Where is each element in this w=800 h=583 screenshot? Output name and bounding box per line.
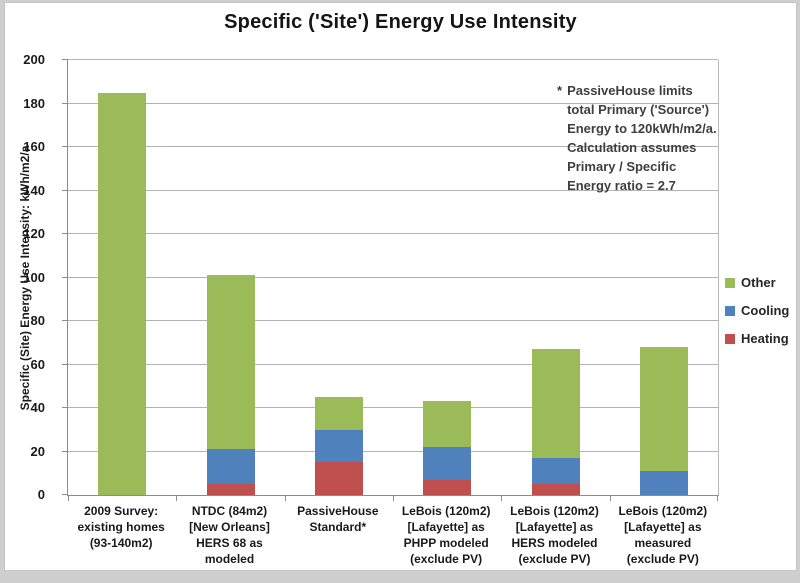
gridline [68, 450, 718, 452]
bar-segment-cooling [206, 449, 255, 485]
x-tick-mark [609, 495, 611, 501]
legend-label: Cooling [741, 303, 790, 318]
chart-canvas: Specific ('Site') Energy Use Intensity S… [4, 2, 797, 571]
bar-segment-cooling [423, 447, 472, 480]
legend-swatch-icon [725, 305, 735, 316]
y-tick-mark [62, 363, 68, 365]
y-tick-mark [62, 233, 68, 234]
y-tick-label: 60 [30, 356, 45, 372]
x-category-label: 2009 Survey: existing homes (93-140m2) [77, 504, 165, 550]
x-tick-mark [501, 495, 503, 501]
x-category-label: LeBois (120m2) [Lafayette] as HERS model… [510, 504, 599, 566]
bar-segment-heating [206, 484, 255, 495]
annotation-text: PassiveHouse limits total Primary ('Sour… [567, 83, 717, 193]
x-category-label: PassiveHouse Standard* [297, 504, 379, 534]
x-tick-mark [176, 495, 178, 501]
y-tick-label: 180 [23, 95, 45, 111]
annotation-bullet: * [557, 83, 563, 98]
legend: Other Cooling Heating [725, 275, 789, 346]
bar-segment-other [98, 92, 147, 495]
legend-label: Other [741, 275, 776, 290]
bar-segment-cooling [531, 458, 580, 485]
stacked-bar [531, 349, 580, 495]
x-tick-mark [68, 495, 69, 501]
bar-segment-heating [314, 462, 363, 495]
y-tick-label: 120 [23, 226, 45, 241]
stacked-bar [206, 275, 255, 495]
stacked-bar [98, 92, 147, 495]
y-tick-mark [62, 494, 68, 495]
y-tick-label: 200 [23, 52, 45, 67]
bar-segment-cooling [639, 471, 688, 495]
y-tick-mark [62, 320, 68, 321]
annotation-note: * PassiveHouse limits total Primary ('So… [557, 81, 735, 195]
gridline [68, 102, 718, 104]
y-tick-label: 80 [30, 313, 45, 328]
x-tick-mark [393, 495, 394, 501]
bar-segment-other [206, 275, 255, 450]
y-tick-label: 140 [23, 182, 45, 198]
stacked-bar [639, 347, 688, 495]
gridline [68, 146, 718, 147]
y-tick-label: 160 [23, 139, 45, 154]
bar-segment-other [423, 401, 472, 448]
legend-label: Heating [741, 331, 789, 346]
chart-title: Specific ('Site') Energy Use Intensity [224, 11, 577, 33]
bar-segment-other [639, 347, 688, 472]
y-tick-label: 20 [30, 443, 45, 459]
stacked-bar [423, 401, 472, 495]
gridline [68, 59, 718, 61]
y-tick-mark [62, 146, 68, 147]
gridline [68, 320, 718, 321]
x-category-label: NTDC (84m2) [New Orleans] HERS 68 as mod… [189, 504, 270, 566]
y-tick-label: 0 [37, 487, 45, 502]
gridline [68, 233, 718, 234]
legend-item-other: Other [725, 275, 789, 290]
bar-segment-other [314, 397, 363, 430]
stacked-bar [314, 397, 363, 495]
gridline [68, 276, 718, 278]
y-tick-mark [62, 59, 68, 61]
x-tick-mark [284, 495, 286, 501]
bar-segment-other [531, 349, 580, 459]
x-category-label: LeBois (120m2) [Lafayette] as PHPP model… [401, 504, 491, 566]
y-tick-label: 100 [23, 269, 45, 285]
y-tick-mark [62, 450, 68, 452]
legend-swatch-icon [725, 333, 735, 344]
legend-item-cooling: Cooling [725, 303, 789, 318]
bar-segment-heating [531, 484, 580, 495]
gridline [68, 189, 718, 191]
bar-segment-cooling [314, 429, 363, 463]
bar-segment-heating [423, 479, 472, 495]
legend-swatch-icon [725, 277, 735, 288]
y-tick-mark [62, 189, 68, 191]
x-category-label: LeBois (120m2) [Lafayette] as measured (… [618, 504, 708, 566]
gridline [68, 407, 718, 408]
plot-area [62, 59, 719, 501]
y-tick-mark [62, 407, 68, 408]
x-tick-mark [717, 495, 718, 501]
gridline [68, 363, 718, 365]
y-tick-label: 40 [30, 400, 45, 415]
y-tick-mark [62, 276, 68, 278]
y-tick-mark [62, 102, 68, 104]
legend-item-heating: Heating [725, 331, 789, 346]
